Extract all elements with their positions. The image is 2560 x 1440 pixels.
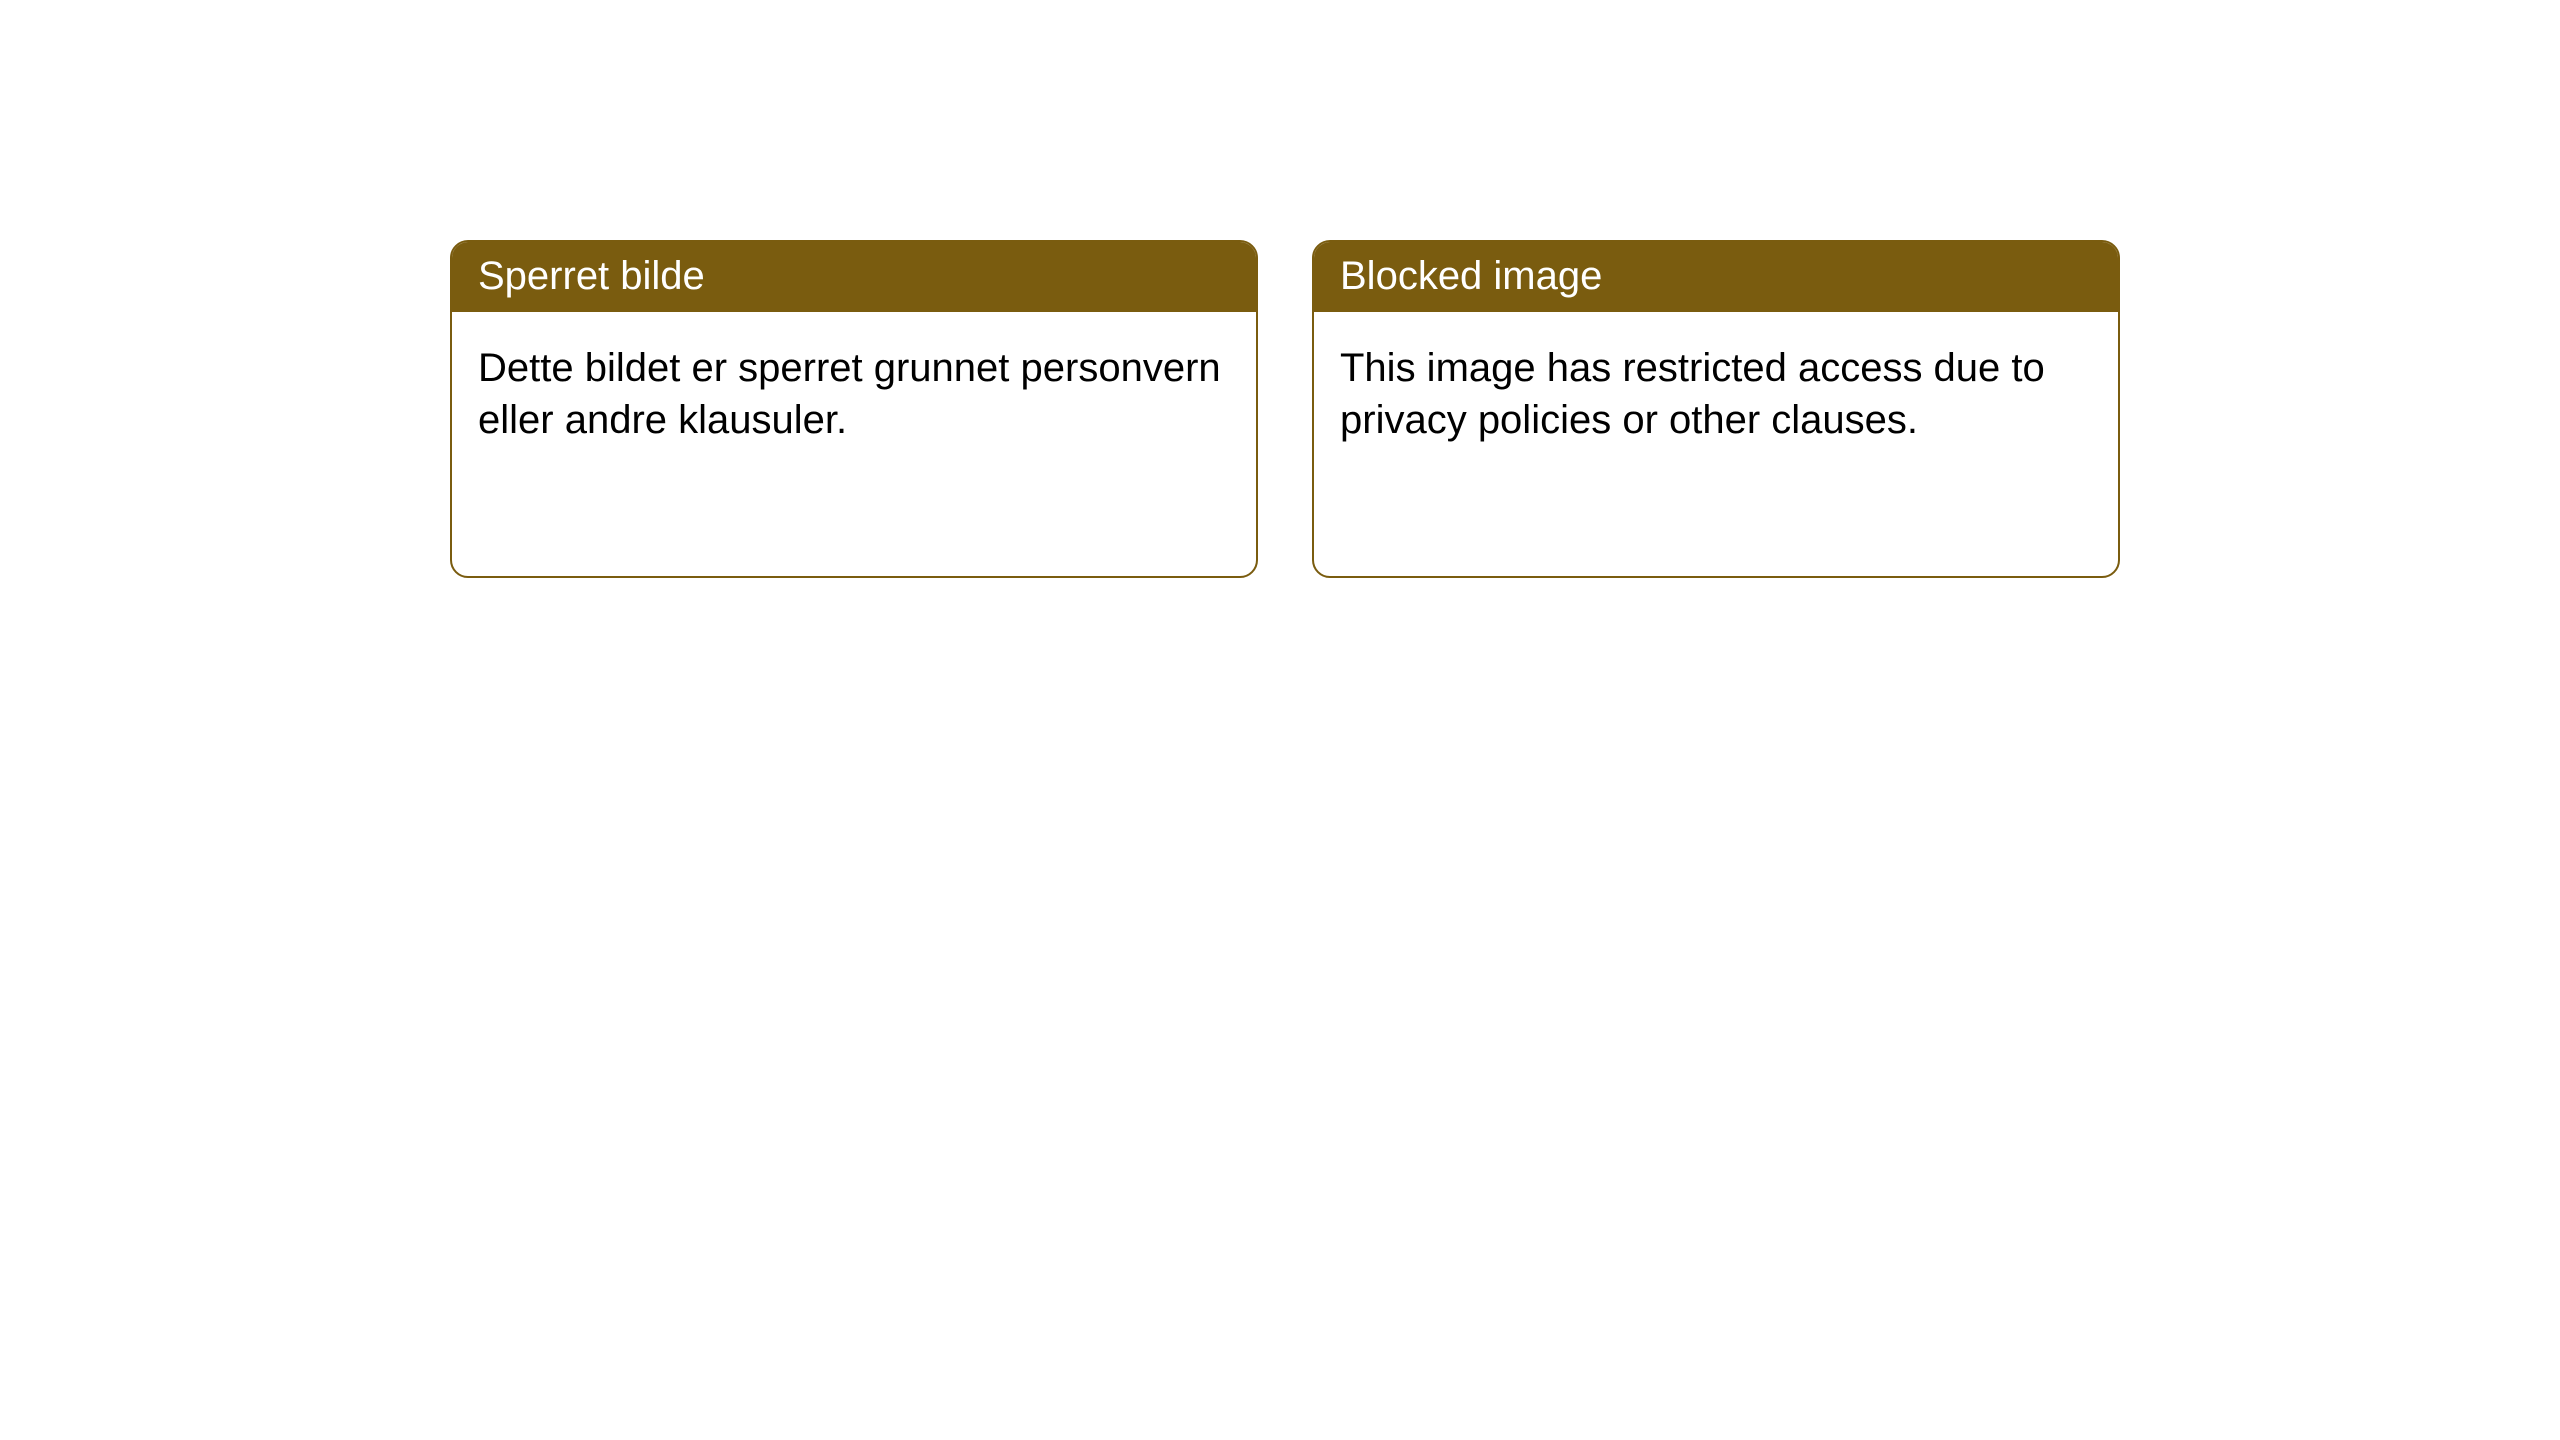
notice-title: Sperret bilde xyxy=(478,254,705,298)
notice-body-text: This image has restricted access due to … xyxy=(1340,346,2045,442)
notice-body: Dette bildet er sperret grunnet personve… xyxy=(452,312,1256,476)
notice-body-text: Dette bildet er sperret grunnet personve… xyxy=(478,346,1221,442)
notice-container: Sperret bilde Dette bildet er sperret gr… xyxy=(0,0,2560,578)
notice-title: Blocked image xyxy=(1340,254,1602,298)
notice-card-english: Blocked image This image has restricted … xyxy=(1312,240,2120,578)
notice-body: This image has restricted access due to … xyxy=(1314,312,2118,476)
notice-header: Blocked image xyxy=(1314,242,2118,312)
notice-header: Sperret bilde xyxy=(452,242,1256,312)
notice-card-norwegian: Sperret bilde Dette bildet er sperret gr… xyxy=(450,240,1258,578)
